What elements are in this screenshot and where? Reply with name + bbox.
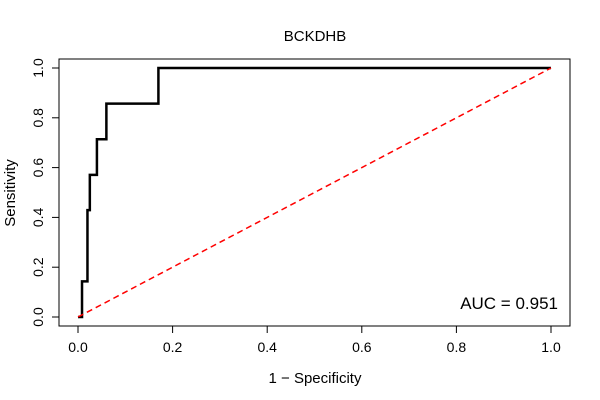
y-tick-label: 0.2: [30, 257, 46, 277]
reference-diagonal-line: [77, 67, 552, 318]
series-layer: [77, 66, 552, 319]
y-tick-label: 1.0: [30, 58, 46, 78]
y-axis-label: Sensitivity: [2, 159, 19, 227]
roc-curve-line: [78, 66, 551, 319]
auc-annotation: AUC = 0.951: [460, 294, 558, 313]
x-axis-label: 1 − Specificity: [269, 370, 362, 387]
chart-title: BCKDHB: [284, 28, 347, 45]
y-tick-label: 0.0: [30, 307, 46, 327]
x-tick-label: 1.0: [541, 339, 561, 355]
x-tick-label: 0.0: [68, 339, 88, 355]
axes: 0.0 0.2 0.4 0.6 0.8 1.0 0.0 0.2 0.4 0.6 0.8 1.0: [30, 58, 561, 355]
y-tick-label: 0.4: [30, 207, 46, 227]
x-tick-label: 0.4: [257, 339, 277, 355]
x-tick-label: 0.2: [163, 339, 183, 355]
y-tick-label: 0.8: [30, 108, 46, 128]
x-tick-label: 0.6: [352, 339, 372, 355]
x-tick-label: 0.8: [447, 339, 467, 355]
y-tick-label: 0.6: [30, 158, 46, 178]
